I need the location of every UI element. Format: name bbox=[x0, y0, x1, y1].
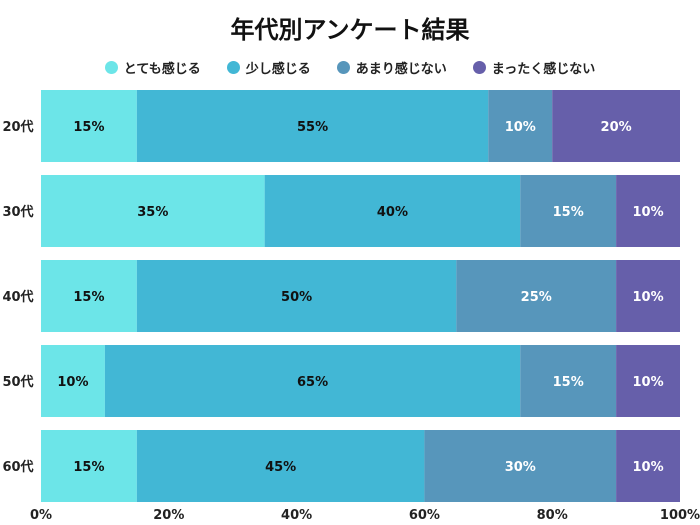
bar-segment bbox=[136, 90, 489, 162]
legend-item: とても感じる bbox=[104, 58, 201, 77]
legend-label: あまり感じない bbox=[355, 62, 447, 77]
category-label: 60代 bbox=[2, 459, 33, 475]
data-label: 15% bbox=[73, 290, 104, 305]
data-label: 65% bbox=[297, 375, 328, 390]
x-tick-label: 80% bbox=[537, 508, 568, 523]
data-label: 20% bbox=[601, 120, 632, 135]
legend-item: まったく感じない bbox=[472, 58, 596, 77]
data-label: 10% bbox=[632, 460, 663, 475]
bar-segment bbox=[41, 90, 137, 162]
legend: とても感じる 少し感じる あまり感じない まったく感じない bbox=[0, 58, 700, 77]
bar-segment bbox=[264, 175, 521, 247]
bar-segment bbox=[456, 260, 617, 332]
bar-segment bbox=[136, 430, 425, 502]
bar-segment bbox=[488, 90, 553, 162]
legend-swatch bbox=[472, 61, 486, 74]
x-tick-label: 100% bbox=[660, 508, 700, 523]
data-label: 30% bbox=[505, 460, 536, 475]
bar-segment bbox=[520, 175, 617, 247]
chart-title: 年代別アンケート結果 bbox=[230, 16, 470, 44]
x-tick-label: 60% bbox=[409, 508, 440, 523]
bar-segment bbox=[424, 430, 617, 502]
data-label: 40% bbox=[377, 205, 408, 220]
bar-segment bbox=[104, 345, 521, 417]
data-label: 10% bbox=[632, 290, 663, 305]
bar-segment bbox=[41, 260, 137, 332]
data-label: 25% bbox=[521, 290, 552, 305]
bar-segment bbox=[616, 175, 680, 247]
legend-label: 少し感じる bbox=[245, 62, 311, 77]
legend-swatch bbox=[226, 61, 240, 74]
data-label: 10% bbox=[632, 375, 663, 390]
legend-item: 少し感じる bbox=[226, 58, 311, 77]
bar-segment bbox=[616, 430, 680, 502]
category-label: 40代 bbox=[2, 289, 33, 305]
data-label: 10% bbox=[505, 120, 536, 135]
legend-label: とても感じる bbox=[123, 62, 201, 77]
legend-swatch bbox=[336, 61, 350, 74]
category-label: 20代 bbox=[2, 119, 33, 135]
data-label: 55% bbox=[297, 120, 328, 135]
data-label: 10% bbox=[57, 375, 88, 390]
category-label: 50代 bbox=[2, 374, 33, 390]
legend-label: まったく感じない bbox=[491, 62, 596, 77]
x-tick-label: 20% bbox=[153, 508, 184, 523]
bar-segment bbox=[136, 260, 457, 332]
bar-segment bbox=[41, 175, 265, 247]
data-label: 35% bbox=[137, 205, 168, 220]
data-label: 50% bbox=[281, 290, 312, 305]
bar-segment bbox=[41, 345, 105, 417]
category-label: 30代 bbox=[2, 204, 33, 220]
legend-swatch bbox=[104, 61, 118, 74]
data-label: 15% bbox=[73, 120, 104, 135]
data-label: 15% bbox=[553, 375, 584, 390]
bar-segment bbox=[616, 260, 680, 332]
bar-segment bbox=[552, 90, 680, 162]
data-label: 10% bbox=[632, 205, 663, 220]
data-label: 15% bbox=[73, 460, 104, 475]
data-label: 15% bbox=[553, 205, 584, 220]
bar-segment bbox=[616, 345, 680, 417]
bar-segment bbox=[41, 430, 137, 502]
x-tick-label: 0% bbox=[30, 508, 52, 523]
data-label: 45% bbox=[265, 460, 296, 475]
x-tick-label: 40% bbox=[281, 508, 312, 523]
bar-segment bbox=[520, 345, 617, 417]
legend-item: あまり感じない bbox=[336, 58, 447, 77]
